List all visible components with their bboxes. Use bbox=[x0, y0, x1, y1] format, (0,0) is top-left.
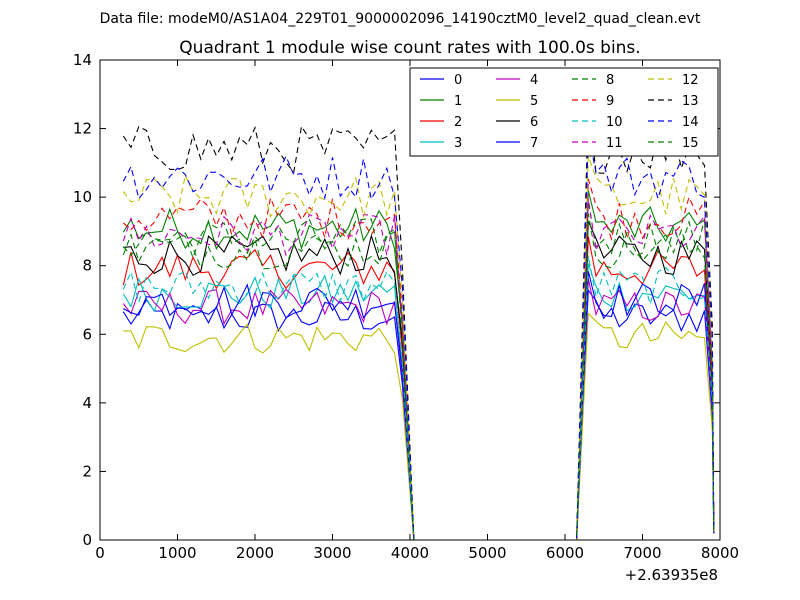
legend-label-7: 7 bbox=[530, 136, 538, 151]
legend-label-14: 14 bbox=[682, 115, 699, 130]
series-line-2 bbox=[122, 236, 715, 541]
legend-label-2: 2 bbox=[454, 115, 462, 130]
legend-label-11: 11 bbox=[606, 136, 623, 151]
series-line-4 bbox=[122, 278, 715, 541]
series-line-8 bbox=[122, 202, 715, 541]
series-line-11 bbox=[122, 198, 715, 541]
y-tick-label: 14 bbox=[73, 51, 92, 69]
legend-label-5: 5 bbox=[530, 94, 538, 109]
y-tick-label: 12 bbox=[73, 120, 92, 138]
x-tick-label: 0 bbox=[95, 544, 105, 562]
y-tick-label: 4 bbox=[82, 394, 92, 412]
y-tick-label: 8 bbox=[82, 257, 92, 275]
y-tick-label: 0 bbox=[82, 531, 92, 549]
series-line-0 bbox=[122, 288, 715, 541]
legend-label-4: 4 bbox=[530, 73, 538, 88]
legend-label-10: 10 bbox=[606, 115, 623, 130]
legend-box bbox=[409, 67, 719, 157]
series-layer bbox=[122, 102, 715, 541]
series-line-6 bbox=[123, 221, 715, 541]
series-line-15 bbox=[122, 213, 715, 541]
legend-label-9: 9 bbox=[606, 94, 614, 109]
x-tick-label: 4000 bbox=[391, 544, 429, 562]
legend-label-1: 1 bbox=[454, 94, 462, 109]
legend-label-3: 3 bbox=[454, 136, 462, 151]
series-line-9 bbox=[122, 178, 715, 541]
series-line-3 bbox=[122, 263, 715, 541]
legend-label-0: 0 bbox=[454, 73, 462, 88]
axis-ticks: 0 1000 2000 3000 4000 5000 6000 7000 80000246810… bbox=[73, 51, 739, 562]
series-line-12 bbox=[122, 155, 715, 541]
x-tick-label: 2000 bbox=[236, 544, 274, 562]
series-line-14 bbox=[122, 132, 715, 541]
legend-label-6: 6 bbox=[530, 115, 538, 130]
x-tick-label: 1000 bbox=[158, 544, 196, 562]
series-line-10 bbox=[122, 255, 715, 541]
legend-label-13: 13 bbox=[682, 94, 699, 109]
x-tick-label: 3000 bbox=[313, 544, 351, 562]
y-tick-label: 10 bbox=[73, 188, 92, 206]
series-line-5 bbox=[123, 312, 715, 541]
y-tick-label: 2 bbox=[82, 462, 92, 480]
chart-title: Quadrant 1 module wise count rates with … bbox=[179, 38, 640, 58]
legend-label-12: 12 bbox=[682, 73, 699, 88]
x-tick-label: 8000 bbox=[701, 544, 739, 562]
chart-suptitle: Data file: modeM0/AS1A04_229T01_90000020… bbox=[100, 11, 701, 27]
x-tick-label: 7000 bbox=[623, 544, 661, 562]
legend-label-15: 15 bbox=[682, 136, 699, 151]
y-tick-label: 6 bbox=[82, 325, 92, 343]
legend-label-8: 8 bbox=[606, 73, 614, 88]
series-line-13 bbox=[122, 102, 715, 541]
x-offset-label: +2.63935e8 bbox=[625, 566, 718, 584]
x-tick-label: 6000 bbox=[546, 544, 584, 562]
x-tick-label: 5000 bbox=[468, 544, 506, 562]
series-line-1 bbox=[122, 190, 715, 541]
series-line-7 bbox=[123, 271, 715, 541]
